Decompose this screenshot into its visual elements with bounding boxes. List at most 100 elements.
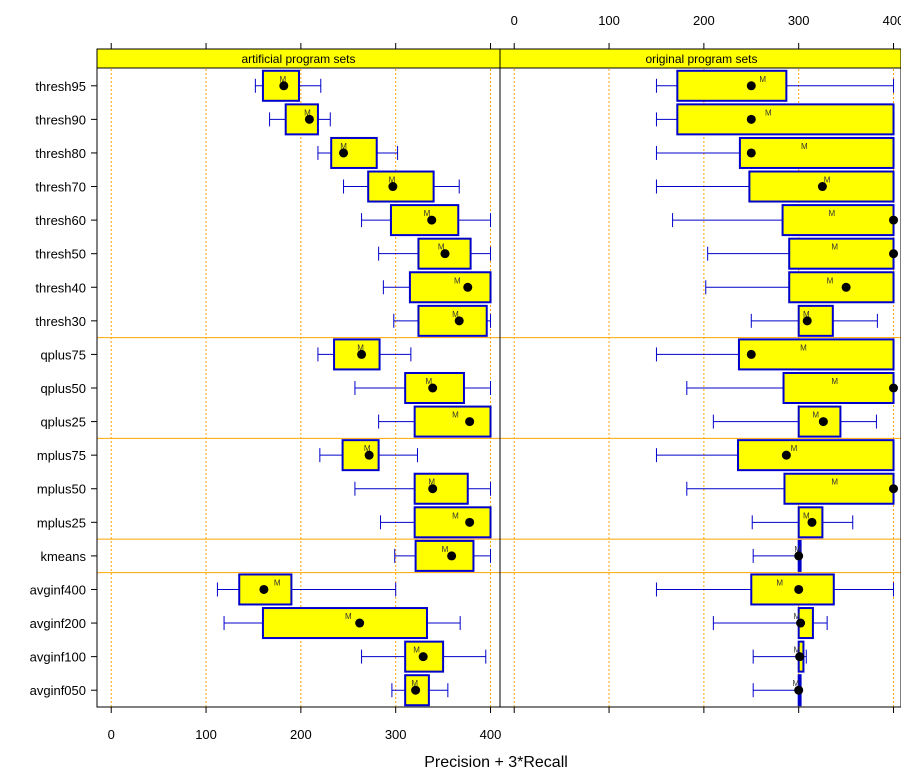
median-marker-label: M <box>411 679 418 688</box>
box-qplus25: M <box>712 405 877 438</box>
mean-point <box>339 148 349 158</box>
category-label: thresh95 <box>35 79 86 94</box>
box-thresh50: M <box>707 237 899 270</box>
box-avginf100: M <box>752 640 807 673</box>
category-label: avginf100 <box>30 650 86 665</box>
mean-point <box>428 484 438 494</box>
box-rect <box>333 338 381 371</box>
median-marker-label: M <box>776 578 783 587</box>
box-thresh95: M <box>254 69 322 102</box>
median-marker-label: M <box>803 310 810 319</box>
mean-point <box>802 316 812 326</box>
median-marker-label: M <box>794 545 801 554</box>
box-mplus25: M <box>380 506 492 539</box>
median-marker-label: M <box>357 343 364 352</box>
median-marker-label: M <box>454 276 461 285</box>
box-avginf050: M <box>752 674 804 707</box>
mean-point <box>411 685 421 695</box>
box-qplus50: M <box>686 372 899 404</box>
mean-point <box>889 383 899 393</box>
median-marker-label: M <box>800 343 807 352</box>
box-avginf400: M <box>216 573 397 606</box>
x-tick-label: 300 <box>385 727 407 742</box>
box-rect <box>783 472 895 505</box>
mean-point <box>794 584 804 594</box>
box-thresh40: M <box>382 271 492 304</box>
median-marker-label: M <box>759 75 766 84</box>
box-thresh70: M <box>655 170 895 203</box>
box-kmeans: M <box>752 539 804 572</box>
median-marker-label: M <box>424 209 431 218</box>
x-tick-label: 0 <box>511 13 518 28</box>
x-tick-label: 400 <box>480 727 502 742</box>
box-thresh90: M <box>269 103 331 136</box>
box-thresh80: M <box>655 136 895 169</box>
box-avginf050: M <box>391 674 449 707</box>
category-label: kmeans <box>40 549 86 564</box>
strip-label: original program sets <box>645 52 757 66</box>
x-tick-label: 100 <box>195 727 217 742</box>
box-rect <box>341 439 380 472</box>
category-label: thresh80 <box>35 146 86 161</box>
box-rect <box>389 204 460 237</box>
mean-point <box>355 618 365 628</box>
mean-point <box>746 148 756 158</box>
box-avginf400: M <box>655 573 895 606</box>
category-label: qplus50 <box>40 381 86 396</box>
box-rect <box>750 573 835 606</box>
x-axis-title: Precision + 3*Recall <box>424 754 568 771</box>
median-marker-label: M <box>827 276 834 285</box>
box-rect <box>284 103 319 136</box>
category-label: qplus25 <box>40 415 86 430</box>
median-marker-label: M <box>831 243 838 252</box>
mean-point <box>447 551 457 561</box>
median-marker-label: M <box>345 612 352 621</box>
x-tick-label: 200 <box>693 13 715 28</box>
box-rect <box>417 304 488 337</box>
box-qplus50: M <box>354 372 492 404</box>
median-marker-label: M <box>442 545 449 554</box>
category-label: qplus75 <box>40 347 86 362</box>
x-tick-label: 300 <box>788 13 810 28</box>
box-qplus75: M <box>317 338 412 371</box>
mean-point <box>841 282 851 292</box>
box-rect <box>738 136 895 169</box>
mean-point <box>427 215 437 225</box>
box-rect <box>330 136 378 169</box>
box-qplus75: M <box>655 338 895 371</box>
box-thresh90: M <box>655 103 895 136</box>
box-thresh30: M <box>750 304 878 337</box>
median-marker-label: M <box>812 411 819 420</box>
axes-group: 0 100 200 300 400 0 100 200 300 400 <box>108 13 901 742</box>
mean-point <box>440 249 450 259</box>
mean-point <box>794 551 804 561</box>
mean-point <box>465 417 475 427</box>
box-kmeans: M <box>394 539 492 572</box>
category-labels: thresh95 thresh90 thresh80 thresh70 thresh60… <box>30 79 97 698</box>
category-label: thresh50 <box>35 247 86 262</box>
mean-point <box>463 282 473 292</box>
box-mplus75: M <box>319 439 419 472</box>
median-marker-label: M <box>280 75 287 84</box>
median-marker-label: M <box>426 377 433 386</box>
x-tick-label: 400 <box>883 13 901 28</box>
box-thresh60: M <box>361 204 492 237</box>
mean-point <box>817 182 827 192</box>
median-marker-label: M <box>413 646 420 655</box>
strip-label: artificial program sets <box>241 52 355 66</box>
box-thresh60: M <box>672 204 899 237</box>
median-marker-label: M <box>824 176 831 185</box>
box-rect <box>781 204 895 237</box>
box-rect <box>737 338 895 371</box>
mean-point <box>746 349 756 359</box>
box-rect <box>676 103 895 136</box>
box-rect <box>782 372 895 404</box>
median-marker-label: M <box>831 377 838 386</box>
x-tick-label: 100 <box>598 13 620 28</box>
median-marker-label: M <box>452 310 459 319</box>
box-thresh95: M <box>655 69 895 102</box>
category-label: mplus50 <box>37 482 86 497</box>
